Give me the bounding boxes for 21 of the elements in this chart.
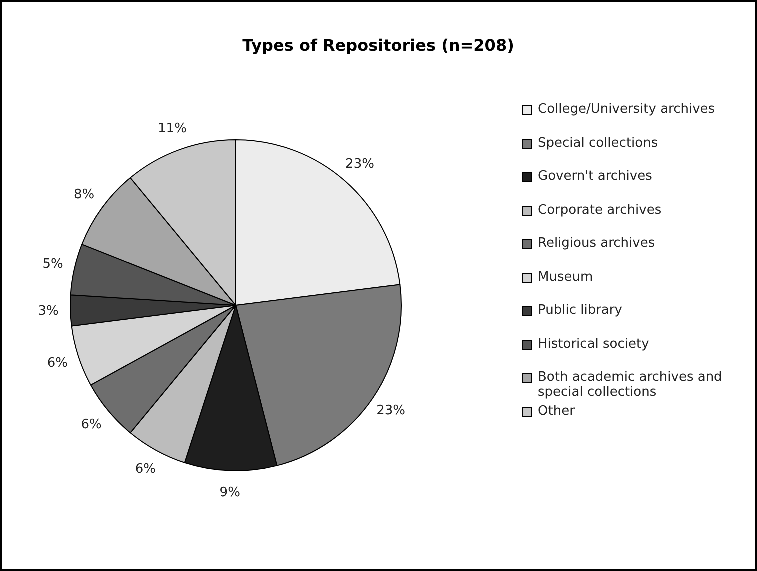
legend-label: Museum xyxy=(538,270,594,284)
data-label: 5% xyxy=(42,256,64,272)
data-label: 6% xyxy=(47,356,68,371)
data-label: 6% xyxy=(135,462,156,478)
legend-label: Both academic archives and special collections xyxy=(538,370,724,400)
data-label: 11% xyxy=(158,121,187,136)
data-label: 8% xyxy=(74,188,95,203)
data-label: 3% xyxy=(38,304,59,319)
legend-label: College/University archives xyxy=(538,102,716,117)
legend-label: Corporate archives xyxy=(538,202,662,218)
legend-label: Public library xyxy=(538,303,622,318)
data-label: 6% xyxy=(81,417,102,432)
data-label: 23% xyxy=(346,157,374,172)
legend-label: Special collections xyxy=(538,136,658,150)
chart-title: Types of Repositories (n=208) xyxy=(242,36,516,55)
legend-label: Historical society xyxy=(538,336,650,352)
legend-label: Other xyxy=(538,404,575,418)
legend-label: Govern't archives xyxy=(538,169,652,184)
data-label: 23% xyxy=(376,403,406,418)
legend-label: Religious archives xyxy=(538,236,656,251)
data-label: 9% xyxy=(220,485,240,500)
